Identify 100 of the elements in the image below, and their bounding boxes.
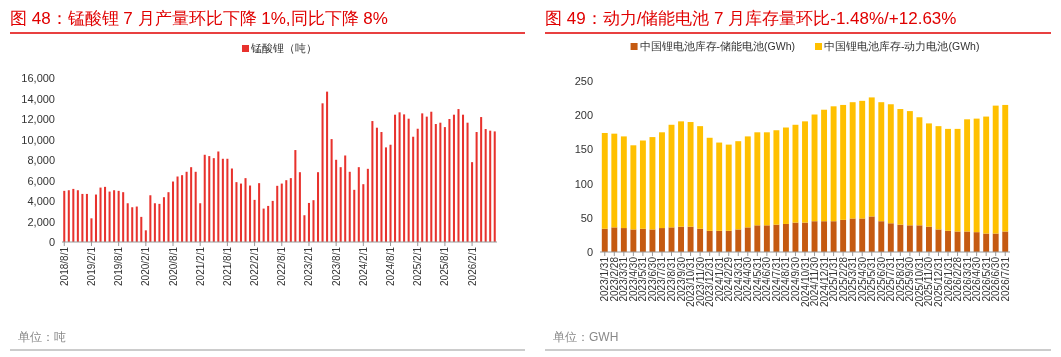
bar [113,190,116,242]
x-tick-label: 2025/6/30 [875,256,887,302]
bar [735,141,742,230]
x-tick-label: 2025/4/30 [856,256,868,302]
bar [144,230,147,242]
bar [90,218,93,242]
bar [725,144,732,231]
x-tick-label: 2023/2/28 [608,256,620,302]
bar [235,182,238,242]
bar [906,111,913,226]
bar [649,137,656,230]
bar [887,104,894,224]
x-tick-label: 2025/8/1 [439,246,451,286]
bar [849,218,856,252]
bar [76,190,79,242]
bar [63,190,66,242]
bar [687,226,694,252]
bar [735,229,742,252]
x-tick-label: 2023/1/31 [599,256,611,302]
bar [403,114,406,242]
bar [262,208,265,242]
bar [897,109,904,225]
bar [840,219,847,252]
bar [773,224,780,252]
bar [448,119,451,242]
bar [380,132,383,242]
bar [344,155,347,242]
bar [212,158,215,242]
x-tick-label: 2023/9/30 [675,256,687,302]
text: 单位：吨 [18,330,66,344]
bar [840,104,847,220]
x-tick-label: 2026/3/31 [961,256,973,302]
bar [421,113,424,242]
bar [964,231,971,252]
y-tick-label: 100 [574,177,593,190]
bar [104,186,107,242]
x-tick-label: 2024/8/31 [780,256,792,302]
bar [416,128,419,242]
x-tick-label: 2024/4/30 [742,256,754,302]
x-tick-label: 2025/7/31 [885,256,897,302]
x-tick-label: 2022/8/1 [276,246,288,286]
bar [649,229,656,252]
bar [973,232,980,252]
y-tick-label: 150 [574,143,593,156]
bar [475,132,478,242]
bar [859,218,866,252]
bar [821,109,828,222]
chart-title: 图 48：锰酸锂 7 月产量环比下降 1%,同比下降 8% [10,9,388,28]
bar [375,127,378,242]
bar [384,147,387,242]
bar [294,150,297,242]
bar [630,145,637,230]
y-tick-label: 10,000 [21,133,55,146]
bar [412,136,415,242]
x-tick-label: 2024/8/1 [385,246,397,286]
bar [484,129,487,242]
bar [601,132,608,229]
bar [339,167,342,242]
x-tick-label: 2026/2/28 [952,256,964,302]
y-tick-label: 6,000 [27,174,55,187]
x-tick-label: 2024/5/31 [751,256,763,302]
bar [782,223,789,252]
bar [1002,104,1009,232]
bar [678,121,684,227]
bar [802,222,808,252]
x-tick-label: 2024/6/30 [761,256,773,302]
x-tick-label: 2021/8/1 [221,246,233,286]
x-tick-label: 2026/1/31 [942,256,954,302]
bar [135,206,138,242]
x-tick-label: 2023/10/31 [685,256,697,308]
bar [945,230,951,252]
bar [954,128,961,232]
bar [992,233,999,252]
bar [878,221,885,252]
bar [462,114,465,242]
x-tick-label: 2024/2/29 [723,256,735,302]
bar [659,132,665,229]
bar [85,193,88,242]
bar [389,144,392,242]
bar [439,122,442,242]
bar [744,227,751,252]
bar [639,228,646,252]
bar [167,192,170,242]
legend-label: 中国锂电池库存-储能电池(GWh) [639,40,795,52]
bar [153,203,156,242]
bar [763,132,770,226]
bar [687,122,694,227]
bar [706,137,713,231]
bar [67,190,70,242]
bar [821,221,828,252]
bar [725,230,732,252]
y-tick-label: 14,000 [21,92,55,105]
x-tick-label: 2025/12/31 [932,256,944,308]
x-tick-label: 2024/2/1 [357,246,369,286]
bar [321,103,324,242]
bar [230,168,233,242]
bar [706,230,713,252]
x-tick-label: 2023/3/31 [618,256,630,302]
bar [983,116,990,234]
y-tick-label: 4,000 [27,195,55,207]
